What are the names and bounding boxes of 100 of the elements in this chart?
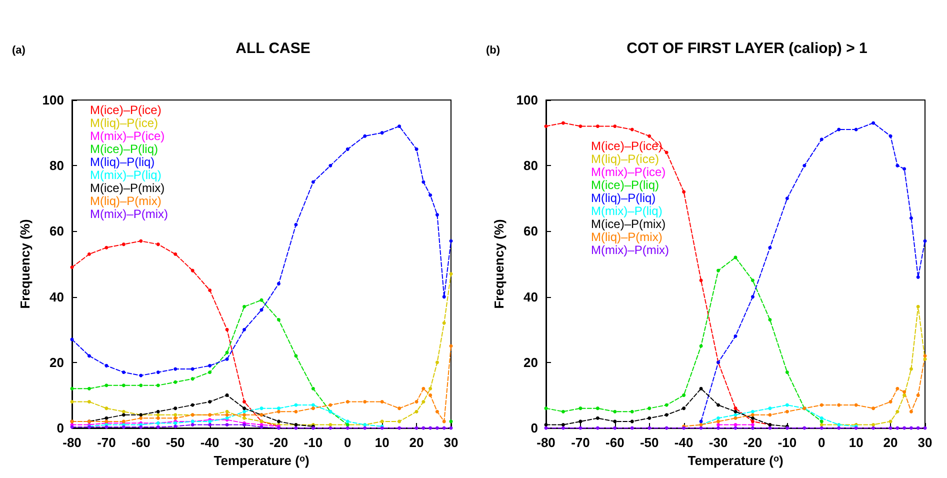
point xyxy=(242,410,246,414)
point xyxy=(902,390,906,394)
point xyxy=(139,425,143,429)
x-tick-label: -70 xyxy=(97,435,116,450)
point xyxy=(716,416,720,420)
text: M(mix)–P(mix) xyxy=(591,243,669,257)
point xyxy=(916,275,920,279)
point xyxy=(596,124,600,128)
point xyxy=(225,422,229,426)
point xyxy=(380,131,384,135)
point xyxy=(648,426,652,430)
point xyxy=(294,410,298,414)
point xyxy=(311,406,315,410)
point xyxy=(311,403,315,407)
text: M(liq)–P(mix) xyxy=(90,194,162,208)
x-tick-label: 10 xyxy=(848,435,864,450)
point xyxy=(346,400,350,404)
point xyxy=(208,370,212,374)
point xyxy=(276,406,280,410)
point xyxy=(70,386,74,390)
point xyxy=(923,354,927,358)
point xyxy=(613,124,617,128)
point xyxy=(346,420,350,424)
y-axis-title: Frequency (%) xyxy=(17,219,32,309)
point xyxy=(276,318,280,322)
point xyxy=(578,124,582,128)
point xyxy=(414,410,418,414)
point xyxy=(122,410,126,414)
x-tick-label: -10 xyxy=(778,435,797,450)
point xyxy=(122,384,126,388)
point xyxy=(872,406,876,410)
x-tick-label: 30 xyxy=(918,435,932,450)
point xyxy=(699,386,703,390)
text: M(ice)–P(liq) xyxy=(591,178,660,192)
point xyxy=(346,426,350,430)
point xyxy=(561,121,565,125)
point xyxy=(363,134,367,138)
point xyxy=(139,416,143,420)
point xyxy=(87,354,91,358)
point xyxy=(837,403,841,407)
point xyxy=(750,278,754,282)
point xyxy=(435,360,439,364)
point xyxy=(837,426,841,430)
point xyxy=(87,386,91,390)
point xyxy=(613,426,617,430)
text: M(liq)–P(mix) xyxy=(591,230,662,244)
point xyxy=(190,422,194,426)
point xyxy=(820,420,824,424)
x-tick-label: -50 xyxy=(166,435,185,450)
point xyxy=(888,134,892,138)
point xyxy=(122,425,126,429)
point xyxy=(225,357,229,361)
x-tick-label: 20 xyxy=(883,435,898,450)
point xyxy=(888,420,892,424)
point xyxy=(104,406,108,410)
point xyxy=(578,420,582,424)
point xyxy=(664,150,668,154)
point xyxy=(682,393,686,397)
point xyxy=(630,128,634,132)
point xyxy=(768,406,772,410)
text: M(mix)–P(ice) xyxy=(591,165,666,179)
text: M(ice)–P(liq) xyxy=(90,142,158,156)
x-tick-label: -30 xyxy=(708,435,728,450)
point xyxy=(276,282,280,286)
point xyxy=(923,357,927,361)
point xyxy=(442,426,446,430)
point xyxy=(139,374,143,378)
y-tick-label: 40 xyxy=(50,289,64,304)
point xyxy=(346,147,350,151)
x-tick-label: -50 xyxy=(640,435,659,450)
text: M(mix)–P(mix) xyxy=(90,207,168,221)
y-tick-label: 20 xyxy=(524,354,538,370)
point xyxy=(561,410,565,414)
point xyxy=(909,367,913,371)
point xyxy=(380,420,384,424)
point xyxy=(422,386,426,390)
point xyxy=(768,413,772,417)
text: M(mix)–P(liq) xyxy=(591,204,662,218)
point xyxy=(294,222,298,226)
y-tick-label: 60 xyxy=(50,224,64,239)
x-tick-label: -10 xyxy=(304,435,323,450)
point xyxy=(734,334,738,338)
point xyxy=(122,413,126,417)
point xyxy=(363,426,367,430)
point xyxy=(664,403,668,407)
point xyxy=(872,422,876,426)
point xyxy=(734,406,738,410)
point xyxy=(311,386,315,390)
point xyxy=(139,384,143,388)
point xyxy=(435,410,439,414)
point xyxy=(174,380,178,384)
x-tick-label: -40 xyxy=(674,435,694,450)
point xyxy=(854,403,858,407)
y-tick-label: 40 xyxy=(524,289,538,304)
text: M(mix)–P(ice) xyxy=(90,129,165,143)
point xyxy=(328,403,332,407)
point xyxy=(414,400,418,404)
point xyxy=(734,422,738,426)
point xyxy=(190,268,194,272)
point xyxy=(156,410,160,414)
